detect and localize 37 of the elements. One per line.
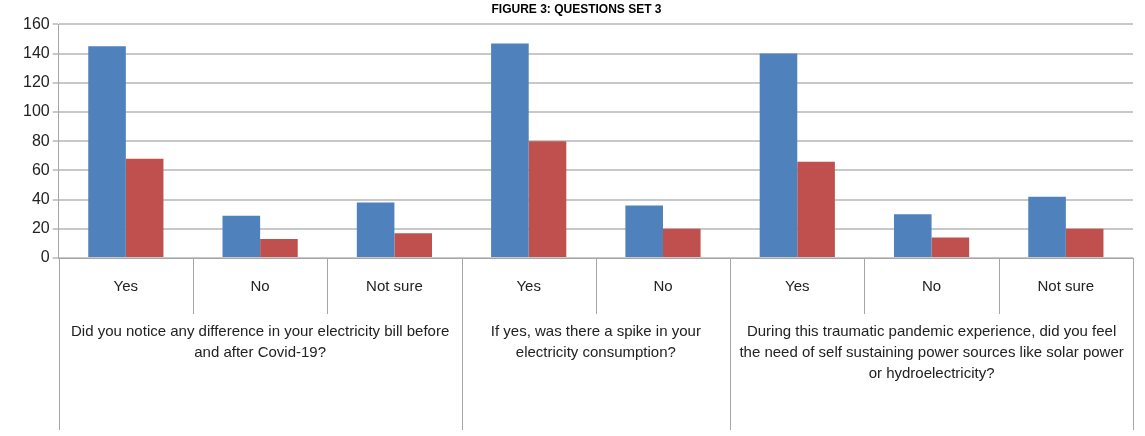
- bar: [260, 239, 298, 257]
- bar: [625, 205, 663, 257]
- y-tick-label: 160: [22, 14, 50, 32]
- x-tick-label: No: [921, 277, 942, 295]
- y-tick-label: 40: [31, 190, 50, 208]
- x-tick-label: No: [653, 277, 673, 295]
- bar: [1028, 196, 1066, 257]
- x-tick-label: Yes: [785, 277, 810, 295]
- bar: [125, 158, 164, 257]
- bar: [1065, 228, 1104, 257]
- x-tick-label: Yes: [516, 277, 541, 295]
- bar: [222, 215, 261, 257]
- y-tick-label: 0: [40, 248, 50, 266]
- chart-title: FIGURE 3: QUESTIONS SET 3: [491, 1, 662, 16]
- y-tick-label: 20: [31, 219, 50, 237]
- y-tick-label: 120: [22, 73, 50, 91]
- y-tick-label: 100: [22, 102, 50, 120]
- bar: [797, 161, 835, 257]
- x-tick-label: No: [250, 277, 270, 295]
- text: If yes, was there a spike in your electricity consumption?: [490, 321, 701, 360]
- bar: [394, 233, 433, 257]
- bar: [356, 202, 395, 257]
- bar: [528, 141, 567, 257]
- bar: [759, 53, 798, 257]
- text: During this traumatic pandemic experience, did you feel the need of self sustaining power sources like solar power or hydroelectricity?: [739, 321, 1124, 381]
- bar: [893, 214, 932, 257]
- x-tick-label: Not sure: [1037, 277, 1095, 295]
- bar: [491, 43, 529, 257]
- text: Did you notice any difference in your electricity bill before and after Covid-19?: [70, 321, 450, 360]
- bar: [931, 237, 970, 257]
- bar: [662, 228, 701, 257]
- y-tick-label: 60: [31, 160, 50, 178]
- x-tick-label: Not sure: [366, 277, 423, 295]
- y-tick-label: 80: [31, 131, 50, 149]
- y-tick-label: 140: [22, 44, 50, 62]
- bar: [88, 46, 126, 257]
- x-tick-label: Yes: [113, 277, 139, 295]
